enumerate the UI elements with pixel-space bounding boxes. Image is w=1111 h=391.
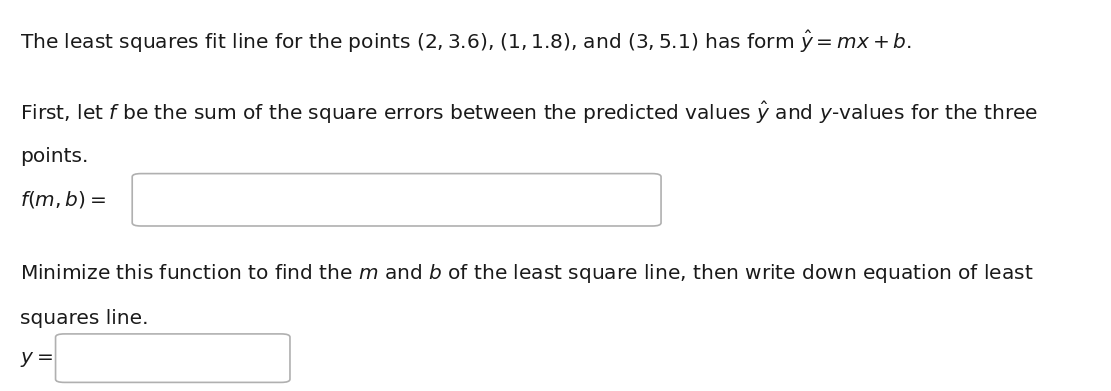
FancyBboxPatch shape (132, 174, 661, 226)
Text: squares line.: squares line. (20, 309, 149, 328)
Text: $f(m, b) =$: $f(m, b) =$ (20, 189, 107, 210)
Text: points.: points. (20, 147, 89, 166)
Text: First, let $f$ be the sum of the square errors between the predicted values $\ha: First, let $f$ be the sum of the square … (20, 100, 1039, 126)
Text: The least squares fit line for the points $(2, 3.6)$, $(1, 1.8)$, and $(3, 5.1)$: The least squares fit line for the point… (20, 29, 912, 56)
FancyBboxPatch shape (56, 334, 290, 382)
Text: Minimize this function to find the $m$ and $b$ of the least square line, then wr: Minimize this function to find the $m$ a… (20, 262, 1033, 285)
Text: $y =$: $y =$ (20, 350, 53, 369)
